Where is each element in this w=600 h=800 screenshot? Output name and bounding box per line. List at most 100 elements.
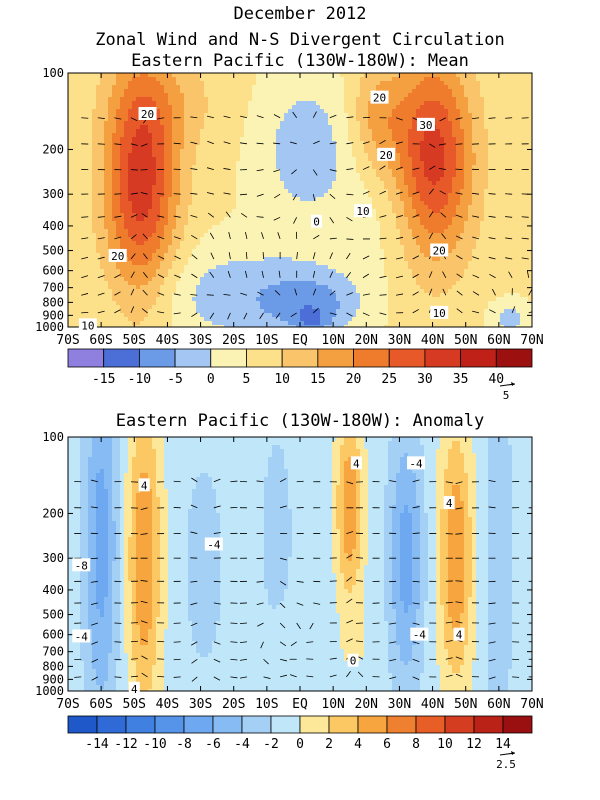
field-cell: [84, 109, 89, 114]
field-cell: [196, 109, 201, 114]
field-cell: [260, 161, 265, 166]
field-cell: [72, 85, 77, 90]
field-cell: [132, 281, 137, 286]
field-cell: [92, 285, 97, 290]
field-cell: [152, 317, 157, 322]
field-cell: [356, 157, 361, 162]
field-cell: [160, 137, 165, 142]
field-cell: [292, 161, 297, 166]
field-cell: [376, 109, 381, 114]
field-cell: [100, 109, 105, 114]
field-cell: [340, 257, 345, 262]
field-cell: [252, 217, 257, 222]
field-cell: [128, 157, 133, 162]
field-cell: [204, 217, 209, 222]
field-cell: [68, 217, 73, 222]
field-cell: [120, 217, 125, 222]
field-cell: [372, 73, 377, 78]
field-cell: [220, 185, 225, 190]
field-cell: [356, 145, 361, 150]
field-cell: [72, 325, 77, 327]
field-cell: [340, 205, 345, 210]
field-cell: [236, 169, 241, 174]
field-cell: [200, 261, 205, 266]
field-cell: [344, 201, 349, 206]
field-cell: [168, 269, 173, 274]
field-cell: [164, 285, 169, 290]
subtitle: Zonal Wind and N-S Divergent Circulation: [95, 30, 505, 50]
field-cell: [128, 161, 133, 166]
field-cell: [208, 277, 213, 282]
field-cell: [376, 305, 381, 310]
field-cell: [96, 285, 101, 290]
field-cell: [84, 133, 89, 138]
field-cell: [268, 269, 273, 274]
field-cell: [236, 293, 241, 298]
field-cell: [80, 289, 85, 294]
field-cell: [68, 77, 73, 82]
field-cell: [192, 317, 197, 322]
field-cell: [268, 301, 273, 306]
field-cell: [356, 117, 361, 122]
field-cell: [236, 241, 241, 246]
field-cell: [212, 285, 217, 290]
field-cell: [68, 249, 73, 254]
field-cell: [288, 189, 293, 194]
field-cell: [260, 201, 265, 206]
field-cell: [240, 281, 245, 286]
field-cell: [316, 285, 321, 290]
field-cell: [264, 205, 269, 210]
field-cell: [292, 253, 297, 258]
field-cell: [208, 313, 213, 318]
field-cell: [328, 117, 333, 122]
field-cell: [292, 125, 297, 130]
field-cell: [136, 325, 141, 327]
field-cell: [372, 105, 377, 110]
field-cell: [216, 229, 221, 234]
field-cell: [280, 149, 285, 154]
field-cell: [352, 261, 357, 266]
field-cell: [200, 217, 205, 222]
field-cell: [92, 221, 97, 226]
field-cell: [72, 245, 77, 250]
field-cell: [256, 165, 261, 170]
field-cell: [156, 209, 161, 214]
field-cell: [300, 197, 305, 202]
field-cell: [296, 73, 301, 78]
field-cell: [128, 229, 133, 234]
field-cell: [336, 213, 341, 218]
field-cell: [100, 89, 105, 94]
field-cell: [376, 289, 381, 294]
field-cell: [188, 245, 193, 250]
field-cell: [316, 249, 321, 254]
field-cell: [260, 173, 265, 178]
field-cell: [96, 153, 101, 158]
field-cell: [224, 273, 229, 278]
field-cell: [252, 125, 257, 130]
field-cell: [80, 85, 85, 90]
field-cell: [348, 233, 353, 238]
field-cell: [140, 313, 145, 318]
field-cell: [148, 145, 153, 150]
field-cell: [132, 129, 137, 134]
field-cell: [168, 325, 173, 327]
field-cell: [328, 285, 333, 290]
field-cell: [240, 201, 245, 206]
field-cell: [248, 129, 253, 134]
field-cell: [80, 129, 85, 134]
field-cell: [368, 113, 373, 118]
field-cell: [292, 93, 297, 98]
field-cell: [124, 269, 129, 274]
field-cell: [372, 109, 377, 114]
field-cell: [132, 197, 137, 202]
field-cell: [192, 101, 197, 106]
field-cell: [252, 209, 257, 214]
field-cell: [244, 269, 249, 274]
field-cell: [180, 117, 185, 122]
field-cell: [364, 241, 369, 246]
field-cell: [96, 129, 101, 134]
field-cell: [236, 325, 241, 327]
field-cell: [300, 137, 305, 142]
field-cell: [340, 109, 345, 114]
field-cell: [344, 209, 349, 214]
